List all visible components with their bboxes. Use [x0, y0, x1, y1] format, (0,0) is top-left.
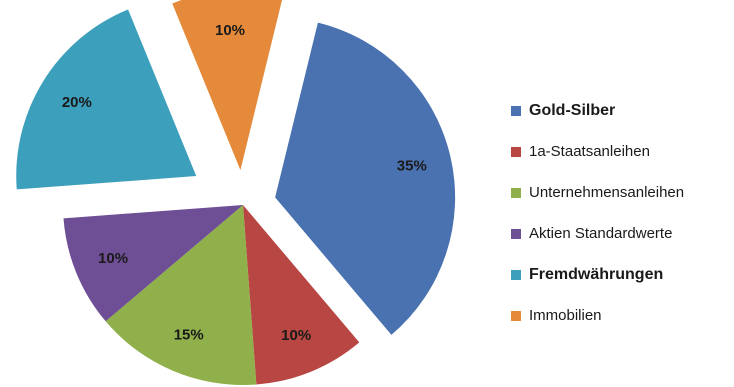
legend-item: Unternehmensanleihen — [511, 172, 731, 213]
legend-label: Gold-Silber — [529, 101, 616, 119]
legend-item: Aktien Standardwerte — [511, 213, 731, 254]
legend-label: Unternehmensanleihen — [529, 184, 685, 201]
legend-swatch — [511, 269, 521, 280]
pie-slice-1a-staatsanleihen — [243, 205, 360, 385]
legend-swatch — [511, 228, 521, 239]
pie-slice-aktien-standardwerte — [63, 205, 243, 322]
data-label-immobilien: 10% — [215, 22, 245, 39]
legend-item: Immobilien — [511, 295, 731, 336]
data-label-1a-staatsanleihen: 10% — [281, 327, 311, 344]
legend-swatch — [511, 105, 521, 116]
legend-label: Fremdwährungen — [529, 265, 664, 283]
legend-item: 1a-Staatsanleihen — [511, 131, 731, 172]
legend-label: Immobilien — [529, 307, 602, 324]
legend-item: Fremdwährungen — [511, 254, 731, 295]
legend-item: Gold-Silber — [511, 90, 731, 131]
legend-label: Aktien Standardwerte — [529, 225, 673, 242]
pie-slice-immobilien — [172, 0, 283, 171]
data-label-aktien-standardwerte: 10% — [98, 250, 128, 267]
legend-swatch — [511, 310, 521, 321]
data-labels-layer: 35% 10% 15% 10% 20% 10% — [62, 22, 427, 344]
pie-slice-gold-silber — [275, 22, 456, 335]
data-label-fremdwährungen: 20% — [62, 94, 92, 111]
legend: Gold-Silber 1a-Staatsanleihen Unternehmens… — [511, 90, 731, 336]
legend-swatch — [511, 146, 521, 157]
pie-slice-unternehmensanleihen — [105, 205, 257, 385]
pie-slice-fremdwährungen — [16, 9, 197, 190]
legend-label: 1a-Staatsanleihen — [529, 143, 650, 160]
legend-swatch — [511, 187, 521, 198]
data-label-unternehmensanleihen: 15% — [174, 326, 204, 343]
data-label-gold-silber: 35% — [397, 157, 427, 174]
slices-layer — [16, 0, 456, 385]
